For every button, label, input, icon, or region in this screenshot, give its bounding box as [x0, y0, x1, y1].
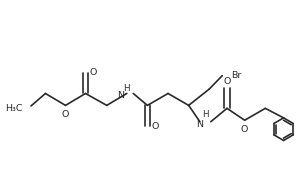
Text: O: O — [151, 122, 159, 131]
Text: Br: Br — [231, 71, 242, 80]
Text: O: O — [223, 77, 231, 86]
Text: H: H — [123, 84, 129, 93]
Text: N: N — [117, 91, 124, 100]
Text: H: H — [202, 110, 209, 119]
Text: O: O — [62, 110, 69, 119]
Text: O: O — [241, 125, 248, 134]
Text: O: O — [89, 68, 97, 77]
Text: H₃C: H₃C — [5, 104, 22, 113]
Text: N: N — [196, 120, 203, 129]
